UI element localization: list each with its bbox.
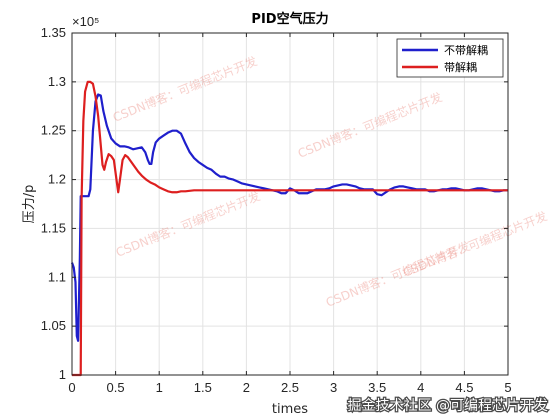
x-tick-label: 0 xyxy=(68,380,75,395)
y-tick-label: 1.15 xyxy=(41,220,66,235)
x-tick-label: 4.5 xyxy=(455,380,473,395)
y-tick-label: 1.25 xyxy=(41,123,66,138)
footer-watermark: 掘金技术社区 @可编程芯片开发 xyxy=(348,398,548,414)
x-tick-label: 5 xyxy=(504,380,511,395)
legend-label-series-2: 带解耦 xyxy=(444,60,477,74)
y-exponent-label: ×10⁵ xyxy=(72,14,99,29)
y-tick-label: 1.35 xyxy=(41,25,66,40)
x-tick-label: 2.5 xyxy=(281,380,299,395)
chart-title: PID空气压力 xyxy=(251,11,328,27)
series-line-2 xyxy=(72,80,508,377)
y-tick-label: 1 xyxy=(59,367,66,382)
tick-marks xyxy=(71,32,509,376)
legend-box xyxy=(396,38,504,78)
legend: 不带解耦 带解耦 xyxy=(396,38,504,78)
x-tick-label: 1 xyxy=(156,380,163,395)
x-tick-label: 4 xyxy=(417,380,424,395)
x-tick-label: 3 xyxy=(330,380,337,395)
x-axis-label: times xyxy=(272,402,308,417)
y-tick-label: 1.05 xyxy=(41,318,66,333)
legend-label-series-1: 不带解耦 xyxy=(444,43,488,57)
x-tick-label: 0.5 xyxy=(107,380,125,395)
series-lines xyxy=(70,80,508,377)
x-tick-labels: 0 0.5 1 1.5 2 2.5 3 3.5 4 4.5 5 xyxy=(68,380,511,395)
y-axis-label: 压力/p xyxy=(22,185,37,224)
y-tick-label: 1.2 xyxy=(48,172,66,187)
y-tick-labels: 1 1.05 1.1 1.15 1.2 1.25 1.3 1.35 xyxy=(41,25,66,382)
y-tick-label: 1.1 xyxy=(48,269,66,284)
x-tick-label: 2 xyxy=(243,380,250,395)
x-tick-label: 3.5 xyxy=(368,380,386,395)
x-tick-label: 1.5 xyxy=(194,380,212,395)
y-tick-label: 1.3 xyxy=(48,74,66,89)
